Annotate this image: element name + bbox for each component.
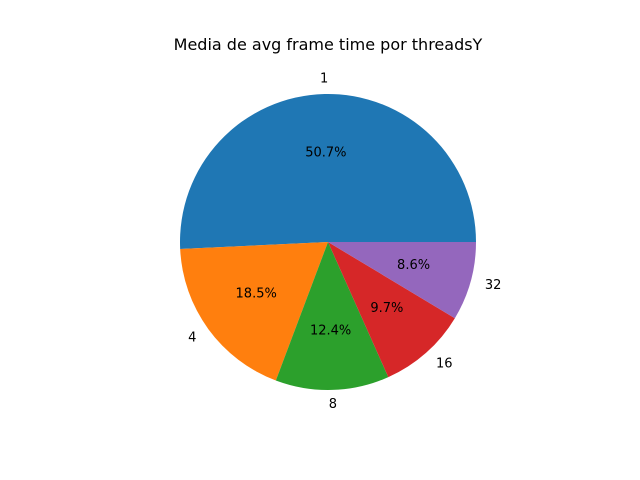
slice-percent-32: 8.6%: [397, 258, 430, 273]
slice-percent-16: 9.7%: [370, 301, 403, 316]
pie-labels: 1 50.7% 4 18.5% 8 12.4% 16 9.7% 32 8.6%: [188, 72, 501, 412]
slice-label-4: 4: [188, 330, 196, 345]
chart-title: Media de avg frame time por threadsY: [174, 35, 483, 54]
slice-label-16: 16: [436, 356, 453, 371]
pie-slice-32: [328, 242, 476, 319]
pie-slices: [180, 94, 477, 390]
slice-label-8: 8: [329, 397, 337, 412]
pie-slice-8: [275, 242, 389, 390]
pie-slice-4: [180, 242, 328, 381]
slice-label-1: 1: [320, 72, 328, 87]
slice-percent-4: 18.5%: [236, 287, 277, 302]
slice-percent-1: 50.7%: [305, 146, 346, 161]
slice-percent-8: 12.4%: [310, 323, 351, 338]
pie-slice-1: [180, 94, 477, 249]
slice-label-32: 32: [485, 278, 502, 293]
pie-slice-16: [328, 242, 455, 378]
